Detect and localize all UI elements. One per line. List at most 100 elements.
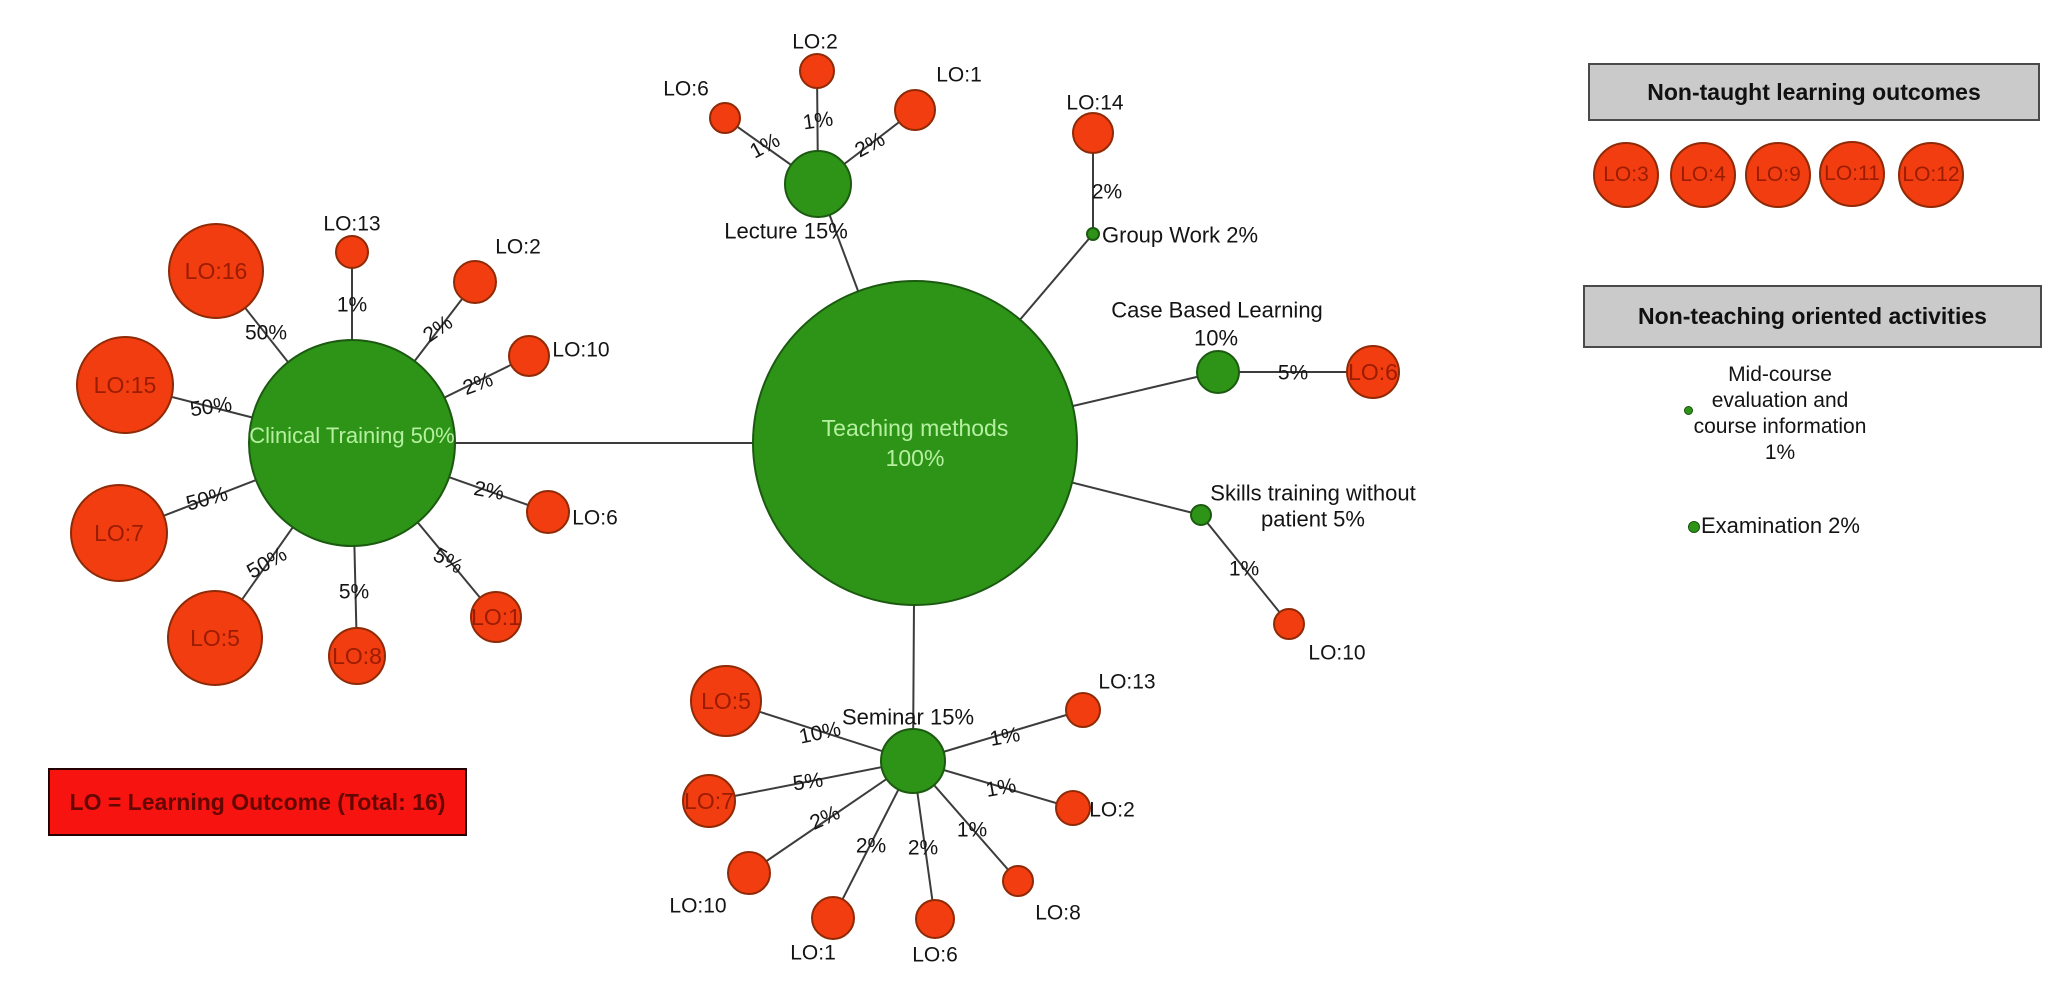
label-sem-lo13-pct: 1% (988, 723, 1022, 751)
label-cli-lo13-name: LO:13 (323, 213, 380, 236)
node-cli-lo5 (167, 590, 263, 686)
edge-skills-skl-lo10 (1200, 514, 1290, 625)
midcourse-line: course information (1693, 415, 1867, 438)
non-taught-outcome-label: LO:11 (1824, 162, 1880, 185)
midcourse-line: evaluation and (1711, 389, 1849, 412)
lo-legend-label: LO = Learning Outcome (Total: 16) (69, 788, 446, 815)
label-skills-title-2: patient 5% (1261, 507, 1365, 532)
label-lo14-name: LO:14 (1066, 92, 1124, 115)
node-cli-lo16 (168, 223, 264, 319)
node-label-sem-lo5: LO:5 (701, 688, 751, 714)
node-lec-lo2 (799, 53, 835, 89)
node-label-cli-lo5: LO:5 (190, 625, 240, 651)
midcourse-line: 1% (1764, 441, 1796, 464)
node-groupwork (1086, 227, 1100, 241)
node-sem-lo6 (915, 899, 955, 939)
label-sem-lo8-pct: 1% (957, 819, 987, 842)
node-label-cli-lo1: LO:1 (471, 604, 521, 630)
node-sem-lo10 (727, 851, 771, 895)
edge-seminar-sem-lo7 (708, 760, 914, 802)
label-cli-lo5-pct: 50% (243, 543, 291, 584)
non-taught-outcome-lo9: LO:9 (1745, 142, 1811, 208)
node-sem-lo13 (1065, 692, 1101, 728)
midcourse-bullet-icon (1684, 406, 1693, 415)
label-cli-lo16-pct: 50% (245, 322, 287, 345)
node-label-cbl-lo6: LO:6 (1348, 359, 1398, 385)
non-teaching-title: Non-teaching oriented activities (1638, 303, 1987, 329)
midcourse-item: Mid-course evaluation and course informa… (1660, 362, 1900, 466)
node-sem-lo1 (811, 896, 855, 940)
label-lecture-title: Lecture 15% (724, 219, 848, 244)
label-sem-lo8-name: LO:8 (1035, 902, 1081, 925)
node-label-teaching: Teaching methods 100% (822, 415, 1009, 471)
label-cli-lo7-pct: 50% (184, 482, 231, 515)
label-sem-lo2-name: LO:2 (1089, 799, 1135, 822)
label-cli-lo10-name: LO:10 (552, 339, 609, 362)
node-label-cli-lo7: LO:7 (94, 520, 144, 546)
label-sem-lo6-name: LO:6 (912, 944, 958, 967)
edge-seminar-sem-lo10 (748, 760, 914, 874)
node-skl-lo10 (1273, 608, 1305, 640)
examination-bullet-icon (1688, 521, 1700, 533)
node-seminar (880, 728, 946, 794)
label-cli-lo8-pct: 5% (339, 581, 369, 604)
label-lec-lo1-name: LO:1 (936, 64, 982, 87)
non-teaching-header: Non-teaching oriented activities (1583, 285, 2042, 348)
node-cli-lo1 (470, 591, 522, 643)
label-cbl-percent: 10% (1194, 326, 1238, 351)
node-label-cli-lo8: LO:8 (332, 643, 382, 669)
examination-label: Examination 2% (1701, 513, 1860, 538)
label-cbl-title: Case Based Learning (1111, 298, 1323, 323)
node-label-cli-lo16: LO:16 (185, 258, 248, 284)
label-sem-lo13-name: LO:13 (1098, 671, 1155, 694)
non-taught-outcome-lo3: LO:3 (1593, 142, 1659, 208)
label-skills-title-1: Skills training without (1210, 481, 1415, 506)
non-taught-outcome-lo11: LO:11 (1819, 141, 1885, 207)
non-taught-header: Non-taught learning outcomes (1588, 63, 2040, 121)
label-lec-lo6-pct: 1% (746, 129, 784, 164)
node-teaching (752, 280, 1078, 606)
node-label-cli-lo15: LO:15 (94, 372, 157, 398)
node-cli-lo7 (70, 484, 168, 582)
label-sem-lo7-pct: 5% (791, 768, 824, 795)
label-sem-lo2-pct: 1% (984, 774, 1018, 802)
node-cli-lo6 (526, 490, 570, 534)
label-cli-lo1-pct: 5% (429, 543, 467, 578)
label-sem-lo6-pct: 2% (908, 837, 938, 860)
non-taught-outcome-label: LO:12 (1902, 163, 1960, 186)
node-sem-lo2 (1055, 790, 1091, 826)
label-lec-lo6-name: LO:6 (663, 78, 709, 101)
node-sem-lo5 (690, 665, 762, 737)
node-cbl-lo6 (1346, 345, 1400, 399)
label-skl-lo10-name: LO:10 (1308, 642, 1365, 665)
non-taught-outcome-label: LO:3 (1603, 163, 1649, 186)
label-groupwork-title: Group Work 2% (1102, 223, 1258, 248)
node-clinical (248, 339, 456, 547)
label-cli-lo13-pct: 1% (337, 294, 367, 317)
lo-legend-box: LO = Learning Outcome (Total: 16) (48, 768, 467, 836)
node-cli-lo10 (508, 335, 550, 377)
node-lec-lo1 (894, 89, 936, 131)
non-taught-outcome-label: LO:9 (1755, 163, 1801, 186)
label-sem-lo5-pct: 10% (797, 717, 843, 748)
node-cli-lo15 (76, 336, 174, 434)
non-taught-outcome-lo12: LO:12 (1898, 142, 1964, 208)
non-taught-title: Non-taught learning outcomes (1647, 78, 1981, 105)
label-cbl-lo6-pct: 5% (1278, 362, 1308, 385)
node-cli-lo13 (335, 235, 369, 269)
label-cli-lo2-name: LO:2 (495, 236, 541, 259)
node-lo14 (1072, 112, 1114, 154)
non-taught-outcome-lo4: LO:4 (1670, 142, 1736, 208)
label-lec-lo2-pct: 1% (801, 107, 834, 134)
node-sem-lo7 (682, 774, 736, 828)
node-sem-lo8 (1002, 865, 1034, 897)
label-cli-lo10-pct: 2% (460, 368, 496, 400)
label-cli-lo6-pct: 2% (472, 477, 506, 505)
label-lec-lo2-name: LO:2 (792, 31, 838, 54)
label-cli-lo6-name: LO:6 (572, 507, 618, 530)
label-sem-lo10-name: LO:10 (669, 895, 726, 918)
node-cbl (1196, 350, 1240, 394)
node-cli-lo2 (453, 260, 497, 304)
node-lec-lo6 (709, 102, 741, 134)
